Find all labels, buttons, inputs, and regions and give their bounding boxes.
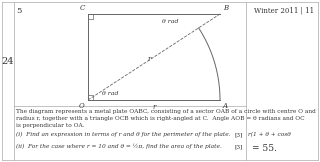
Text: is perpendicular to OA.: is perpendicular to OA. [16,123,84,128]
Text: 5: 5 [16,7,21,15]
Text: The diagram represents a metal plate OABC, consisting of a sector OAB of a circl: The diagram represents a metal plate OAB… [16,109,316,114]
Text: (i)  Find an expression in terms of r and θ for the perimeter of the plate.: (i) Find an expression in terms of r and… [16,132,231,137]
Text: = 55.: = 55. [252,144,277,153]
Text: r(1 + θ + cosθ: r(1 + θ + cosθ [248,132,291,137]
Text: Winter 2011 | 11: Winter 2011 | 11 [254,7,314,15]
Text: [3]: [3] [235,144,243,149]
Text: O: O [78,102,84,110]
Text: r: r [152,103,156,111]
Text: 24: 24 [2,58,14,66]
Text: (ii)  For the case where r = 10 and θ = ½π, find the area of the plate.: (ii) For the case where r = 10 and θ = ½… [16,144,222,149]
Text: θ rad: θ rad [162,19,178,24]
Text: C: C [80,4,85,12]
Text: r: r [147,55,151,63]
Text: [3]: [3] [235,132,243,137]
Text: radius r, together with a triangle OCB which is right-angled at C.  Angle AOB = : radius r, together with a triangle OCB w… [16,116,305,121]
Text: B: B [223,4,228,12]
Text: θ rad: θ rad [102,91,118,96]
Text: A: A [223,102,228,110]
